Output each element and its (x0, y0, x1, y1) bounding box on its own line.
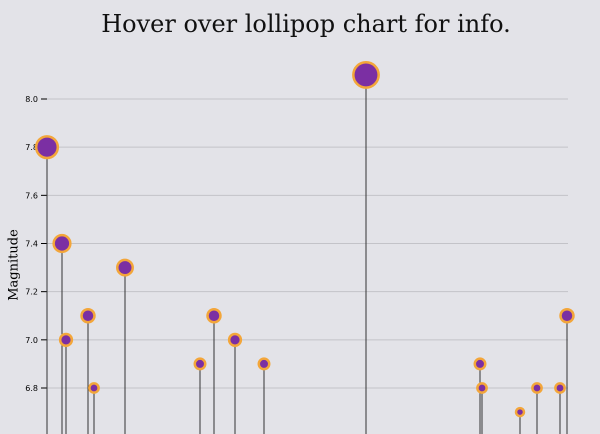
y-tick-label: 7.6 (25, 191, 38, 200)
y-axis: 8.0 7.8 7.6 7.4 7.2 7.0 6.8 (25, 95, 47, 393)
lollipop-dot[interactable] (58, 332, 74, 347)
lollipop-dot[interactable] (80, 308, 96, 324)
lollipop-dot[interactable] (352, 60, 380, 89)
y-tick-label: 7.0 (25, 336, 38, 345)
y-tick-label: 6.8 (25, 384, 38, 393)
lollipop-dot[interactable] (116, 258, 134, 277)
lollipop-dot[interactable] (88, 382, 100, 394)
lollipop-dot[interactable] (554, 382, 566, 394)
lollipop-dot[interactable] (473, 357, 487, 371)
y-tick-label: 8.0 (25, 95, 38, 104)
lollipop-dot[interactable] (476, 382, 488, 394)
lollipop-dot[interactable] (514, 406, 526, 418)
chart-title: Hover over lollipop chart for info. (101, 10, 511, 38)
lollipop-dot[interactable] (34, 135, 60, 160)
y-tick-label: 7.4 (25, 240, 38, 249)
lollipop-dot[interactable] (257, 357, 271, 371)
lollipop-dot[interactable] (52, 233, 72, 254)
dots[interactable] (34, 60, 575, 418)
lollipop-dot[interactable] (206, 308, 222, 324)
lollipop-dot[interactable] (559, 308, 575, 324)
lollipop-dot[interactable] (227, 332, 243, 347)
y-tick-label: 7.8 (25, 143, 38, 152)
y-tick-label: 7.2 (25, 288, 38, 297)
lollipop-dot[interactable] (193, 357, 207, 371)
lollipop-dot[interactable] (531, 382, 543, 394)
stems (46, 74, 568, 434)
